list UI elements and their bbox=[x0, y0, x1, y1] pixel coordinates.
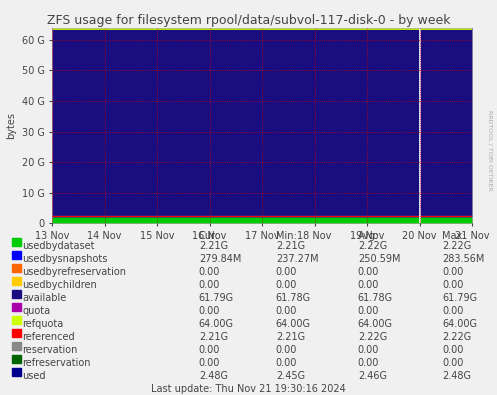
Text: 2.22G: 2.22G bbox=[442, 241, 472, 251]
Y-axis label: bytes: bytes bbox=[6, 112, 16, 139]
Text: 0.00: 0.00 bbox=[199, 267, 220, 277]
Text: quota: quota bbox=[22, 306, 51, 316]
Text: 0.00: 0.00 bbox=[358, 306, 379, 316]
Text: 0.00: 0.00 bbox=[358, 358, 379, 368]
Text: 64.00G: 64.00G bbox=[442, 319, 477, 329]
Text: 2.48G: 2.48G bbox=[442, 371, 471, 381]
Text: usedbysnapshots: usedbysnapshots bbox=[22, 254, 108, 264]
Text: 61.78G: 61.78G bbox=[358, 293, 393, 303]
Text: used: used bbox=[22, 371, 46, 381]
Text: 0.00: 0.00 bbox=[442, 306, 464, 316]
Text: usedbychildren: usedbychildren bbox=[22, 280, 97, 290]
Text: Last update: Thu Nov 21 19:30:16 2024: Last update: Thu Nov 21 19:30:16 2024 bbox=[151, 384, 346, 394]
Text: 279.84M: 279.84M bbox=[199, 254, 241, 264]
Text: 0.00: 0.00 bbox=[358, 267, 379, 277]
Text: 283.56M: 283.56M bbox=[442, 254, 485, 264]
Text: 2.22G: 2.22G bbox=[442, 332, 472, 342]
Text: 0.00: 0.00 bbox=[276, 267, 297, 277]
Text: RRDTOOL / TOBI OETIKER: RRDTOOL / TOBI OETIKER bbox=[487, 110, 492, 190]
Text: 0.00: 0.00 bbox=[199, 306, 220, 316]
Text: 0.00: 0.00 bbox=[199, 280, 220, 290]
Text: 0.00: 0.00 bbox=[276, 280, 297, 290]
Text: 64.00G: 64.00G bbox=[276, 319, 311, 329]
Text: 2.22G: 2.22G bbox=[358, 241, 387, 251]
Text: 61.78G: 61.78G bbox=[276, 293, 311, 303]
Text: 2.21G: 2.21G bbox=[276, 241, 305, 251]
Text: refquota: refquota bbox=[22, 319, 64, 329]
Text: 0.00: 0.00 bbox=[276, 306, 297, 316]
Text: available: available bbox=[22, 293, 67, 303]
Text: 0.00: 0.00 bbox=[199, 345, 220, 355]
Text: 0.00: 0.00 bbox=[442, 267, 464, 277]
Text: 0.00: 0.00 bbox=[276, 358, 297, 368]
Text: Avg:: Avg: bbox=[358, 231, 379, 241]
Text: Cur:: Cur: bbox=[199, 231, 219, 241]
Text: Max:: Max: bbox=[442, 231, 466, 241]
Text: 0.00: 0.00 bbox=[442, 358, 464, 368]
Text: 0.00: 0.00 bbox=[199, 358, 220, 368]
Text: refreservation: refreservation bbox=[22, 358, 91, 368]
Text: reservation: reservation bbox=[22, 345, 78, 355]
Text: 2.21G: 2.21G bbox=[199, 241, 228, 251]
Text: 0.00: 0.00 bbox=[442, 345, 464, 355]
Text: usedbyrefreservation: usedbyrefreservation bbox=[22, 267, 126, 277]
Text: ZFS usage for filesystem rpool/data/subvol-117-disk-0 - by week: ZFS usage for filesystem rpool/data/subv… bbox=[47, 14, 450, 27]
Text: Min:: Min: bbox=[276, 231, 297, 241]
Text: 2.48G: 2.48G bbox=[199, 371, 228, 381]
Text: 0.00: 0.00 bbox=[358, 280, 379, 290]
Text: 61.79G: 61.79G bbox=[199, 293, 234, 303]
Text: 0.00: 0.00 bbox=[276, 345, 297, 355]
Text: 64.00G: 64.00G bbox=[199, 319, 234, 329]
Text: 2.46G: 2.46G bbox=[358, 371, 387, 381]
Text: 2.45G: 2.45G bbox=[276, 371, 305, 381]
Text: 0.00: 0.00 bbox=[358, 345, 379, 355]
Text: 64.00G: 64.00G bbox=[358, 319, 393, 329]
Text: 2.22G: 2.22G bbox=[358, 332, 387, 342]
Text: 0.00: 0.00 bbox=[442, 280, 464, 290]
Text: 2.21G: 2.21G bbox=[199, 332, 228, 342]
Text: usedbydataset: usedbydataset bbox=[22, 241, 95, 251]
Text: 250.59M: 250.59M bbox=[358, 254, 401, 264]
Text: 237.27M: 237.27M bbox=[276, 254, 319, 264]
Text: 2.21G: 2.21G bbox=[276, 332, 305, 342]
Text: referenced: referenced bbox=[22, 332, 75, 342]
Text: 61.79G: 61.79G bbox=[442, 293, 478, 303]
